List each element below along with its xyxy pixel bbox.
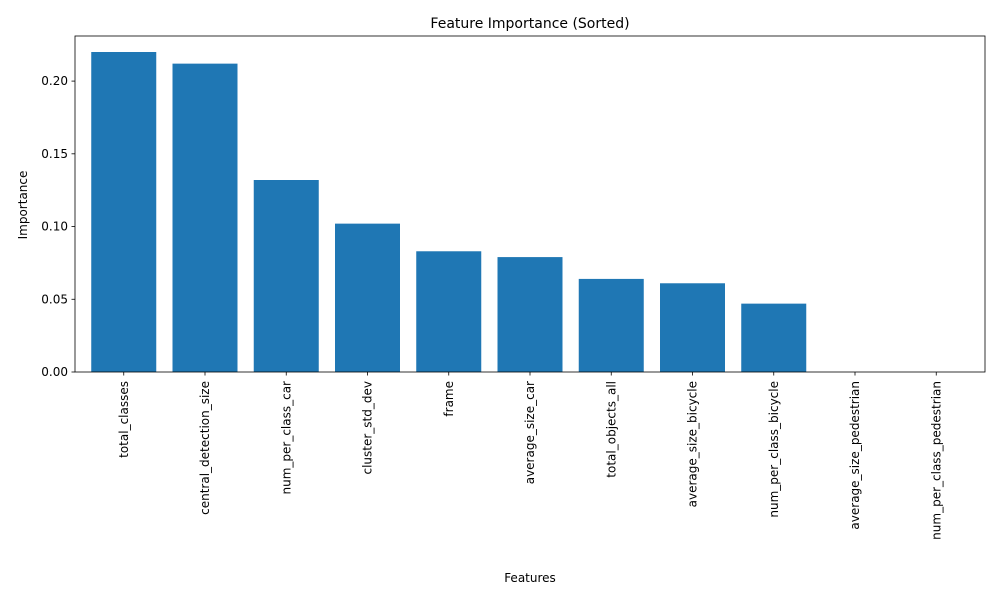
y-tick-label: 0.10 (41, 220, 68, 234)
bar-num-per-class-car (253, 180, 319, 372)
x-tick-label: total_objects_all (604, 381, 618, 478)
bar-central-detection-size (172, 63, 238, 373)
chart-title: Feature Importance (Sorted) (430, 16, 629, 32)
x-tick-label: frame (442, 381, 456, 417)
x-axis-label: Features (504, 571, 556, 585)
x-tick-label: average_size_pedestrian (848, 381, 862, 530)
plot-area: 0.00 0.05 0.10 0.15 0.20 total_classes central… (41, 35, 986, 540)
y-tick-label: 0.20 (41, 74, 68, 88)
bar-total-classes (91, 52, 157, 372)
bar-total-objects-all (578, 278, 644, 372)
bar-num-per-class-bicycle (741, 303, 807, 372)
x-tick-label: cluster_std_dev (361, 381, 375, 475)
x-tick-label: average_size_car (523, 381, 537, 484)
bar-average-size-bicycle (660, 283, 725, 372)
bar-frame (416, 251, 482, 372)
x-tick-label: num_per_class_pedestrian (929, 381, 943, 540)
bar-average-size-car (497, 257, 563, 372)
x-tick-label: central_detection_size (198, 381, 212, 515)
x-tick-label: num_per_class_car (279, 381, 293, 495)
x-tick-label: total_classes (117, 381, 131, 458)
y-tick-label: 0.00 (41, 365, 68, 379)
y-axis-label: Importance (16, 171, 30, 240)
y-tick-label: 0.05 (41, 292, 68, 306)
x-tick-label: num_per_class_bicycle (767, 381, 781, 518)
bar-cluster-std-dev (335, 223, 400, 372)
x-tick-label: average_size_bicycle (686, 381, 700, 507)
y-tick-label: 0.15 (41, 147, 68, 161)
